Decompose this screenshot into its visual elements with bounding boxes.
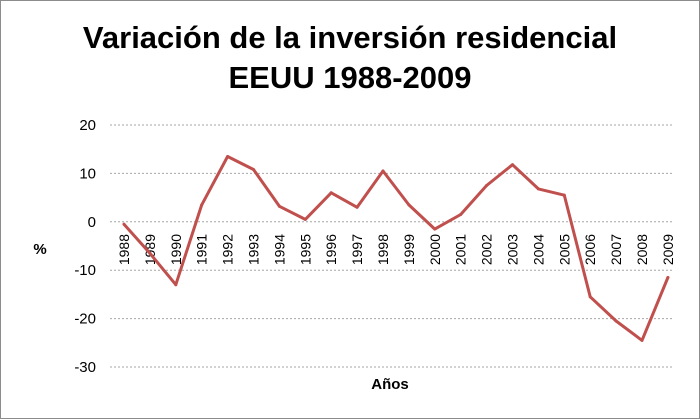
x-tick-label: 2008 [634, 234, 650, 265]
y-axis-tick-labels: 20 10 0 -10 -20 -30 [74, 117, 96, 376]
data-point [252, 168, 255, 172]
gridlines [110, 124, 674, 368]
x-tick-label: 2009 [660, 234, 676, 265]
y-axis-label: % [33, 241, 46, 258]
data-point [226, 154, 230, 158]
chart-title: Variación de la inversión residencial EE… [0, 18, 700, 98]
y-tick-label: -20 [74, 311, 96, 328]
y-tick-label: 20 [79, 117, 96, 134]
data-point [277, 204, 281, 208]
chart-title-line-2: EEUU 1988-2009 [228, 60, 472, 95]
data-point [459, 213, 463, 217]
x-tick-label: 1998 [375, 234, 391, 265]
data-point [536, 187, 540, 191]
x-tick-label: 1997 [349, 234, 365, 265]
series-line-0 [122, 155, 670, 342]
data-point [381, 169, 385, 173]
x-tick-label: 1993 [246, 234, 262, 265]
x-tick-label: 2004 [530, 234, 546, 265]
y-tick-label: 0 [88, 214, 96, 231]
x-tick-label: 1991 [194, 234, 210, 265]
data-point [329, 191, 333, 195]
data-point [200, 203, 204, 207]
y-tick-label: -30 [74, 359, 96, 376]
data-point [485, 184, 489, 187]
data-point [511, 163, 514, 167]
y-tick-label: -10 [74, 262, 96, 279]
x-tick-label: 2007 [608, 234, 624, 265]
x-tick-label: 2003 [505, 234, 521, 265]
x-tick-label: 2005 [556, 234, 572, 265]
y-tick-label: 10 [79, 165, 96, 182]
x-tick-label: 1999 [401, 234, 417, 265]
data-point [355, 205, 359, 209]
chart-title-line-1: Variación de la inversión residencial [82, 20, 618, 55]
x-tick-label: 2001 [453, 234, 469, 265]
data-point [588, 295, 592, 299]
data-point [407, 203, 411, 207]
data-point [303, 217, 307, 221]
data-point [614, 319, 618, 323]
x-tick-label: 1988 [116, 234, 132, 265]
data-point [433, 227, 437, 231]
x-tick-label: 1996 [323, 234, 339, 265]
x-axis-label: Años [371, 376, 409, 393]
data-point [562, 193, 566, 197]
data-point [640, 338, 644, 342]
x-tick-label: 2002 [479, 234, 495, 265]
x-tick-label: 1992 [220, 234, 236, 265]
x-axis-tick-labels: 1988 1989 1990 1991 1992 1993 1994 1995 1996 1997… [116, 234, 676, 265]
data-point [122, 222, 126, 226]
data-point [174, 283, 178, 287]
x-tick-label: 2000 [427, 234, 443, 265]
data-point [148, 251, 152, 255]
x-tick-label: 1990 [168, 234, 184, 265]
x-tick-label: 1995 [297, 234, 313, 265]
series-group [122, 154, 670, 342]
x-tick-label: 2006 [582, 234, 598, 265]
x-tick-label: 1994 [271, 234, 287, 265]
data-point [666, 275, 670, 279]
